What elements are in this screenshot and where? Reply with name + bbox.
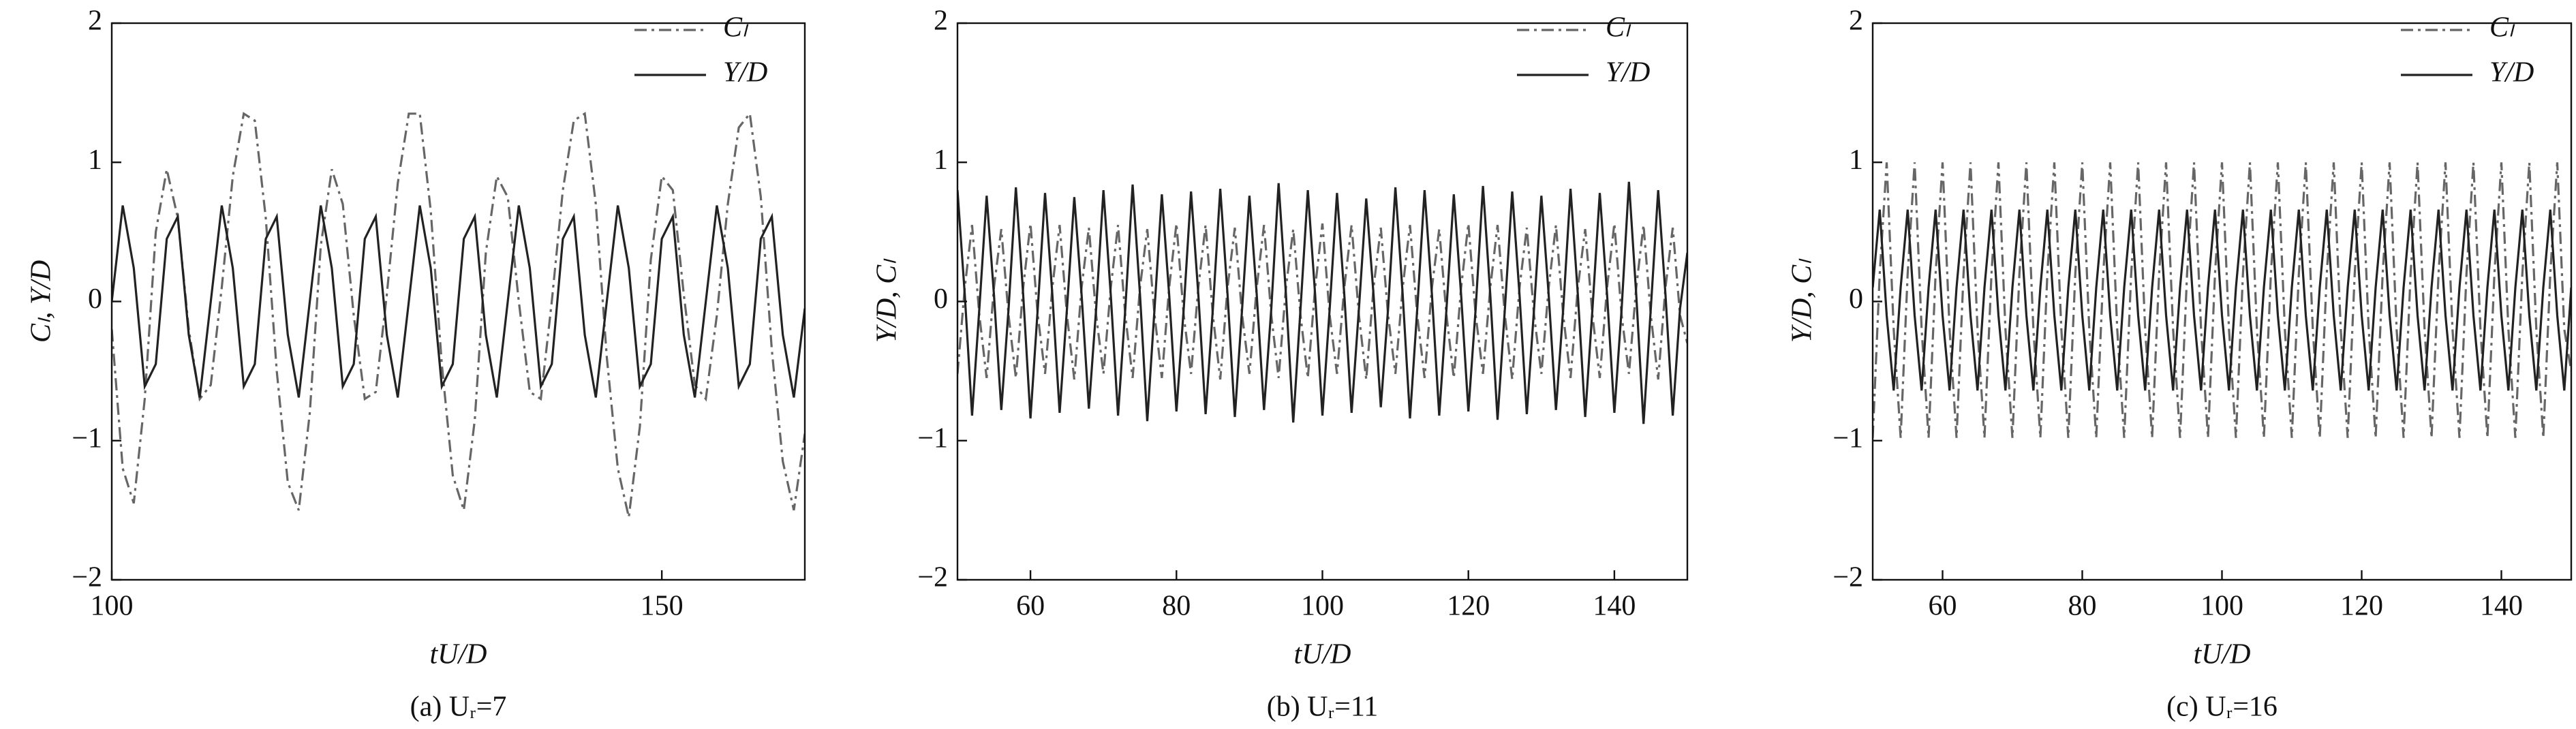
x-tick-label: 100 <box>91 591 134 622</box>
series-line <box>957 181 1687 424</box>
y-axis-label: Y/D, Cₗ <box>1787 258 1818 343</box>
x-tick-label: 120 <box>2340 591 2383 622</box>
legend-label: Y/D <box>723 57 767 89</box>
y-tick-label: 1 <box>934 144 948 176</box>
x-tick-label: 80 <box>1162 591 1191 622</box>
series-line <box>957 223 1687 380</box>
caption: (a) Uᵣ=7 <box>410 692 507 723</box>
y-tick-label: 2 <box>1849 5 1863 37</box>
panel: −2 −1 0 1 2 60 80 100 120 140 tU/D (b) Uᵣ=11 Y/D, Cₗ… <box>872 5 1689 723</box>
panel: −2 −1 0 1 2 60 80 100 120 140 tU/D (c) Uᵣ=16 Y/D, Cₗ… <box>1787 5 2573 723</box>
x-tick-label: 140 <box>1593 591 1636 622</box>
legend-label: Cₗ <box>1606 12 1631 44</box>
caption: (b) Uᵣ=11 <box>1267 692 1379 723</box>
x-axis-label: tU/D <box>2194 639 2251 670</box>
caption: (c) Uᵣ=16 <box>2166 692 2278 723</box>
y-axis-label: Cₗ, Y/D <box>26 260 57 343</box>
y-tick-label: −1 <box>917 422 948 454</box>
legend-label: Cₗ <box>723 12 749 44</box>
x-tick-label: 120 <box>1447 591 1490 622</box>
x-tick-label: 150 <box>641 591 684 622</box>
y-tick-label: 0 <box>934 283 948 315</box>
series-line <box>112 110 805 518</box>
y-tick-label: −1 <box>1833 422 1863 454</box>
y-axis-label: Y/D, Cₗ <box>872 258 903 343</box>
y-tick-label: 1 <box>1849 144 1863 176</box>
series-line <box>1873 209 2571 391</box>
legend-label: Y/D <box>1606 57 1650 89</box>
legend-label: Cₗ <box>2489 12 2515 44</box>
y-tick-label: 0 <box>1849 283 1863 315</box>
y-tick-label: −2 <box>1833 562 1863 593</box>
y-tick-label: −2 <box>917 562 948 593</box>
x-axis-label: tU/D <box>430 639 487 670</box>
y-tick-label: −2 <box>72 562 102 593</box>
y-tick-label: 2 <box>934 5 948 37</box>
x-tick-label: 100 <box>2201 591 2243 622</box>
panel: −2 −1 0 1 2 100 150 tU/D (a) Uᵣ=7 Cₗ, Y/D Cₗ Y/D <box>26 5 806 723</box>
series-line <box>112 205 805 398</box>
y-tick-label: 1 <box>88 144 102 176</box>
x-tick-label: 100 <box>1301 591 1344 622</box>
x-axis-label: tU/D <box>1294 639 1351 670</box>
x-tick-label: 60 <box>1929 591 1957 622</box>
y-tick-label: −1 <box>72 422 102 454</box>
x-tick-label: 80 <box>2068 591 2097 622</box>
y-tick-label: 0 <box>88 283 102 315</box>
x-tick-label: 140 <box>2480 591 2523 622</box>
legend-label: Y/D <box>2489 57 2534 89</box>
y-tick-label: 2 <box>88 5 102 37</box>
x-tick-label: 60 <box>1016 591 1045 622</box>
